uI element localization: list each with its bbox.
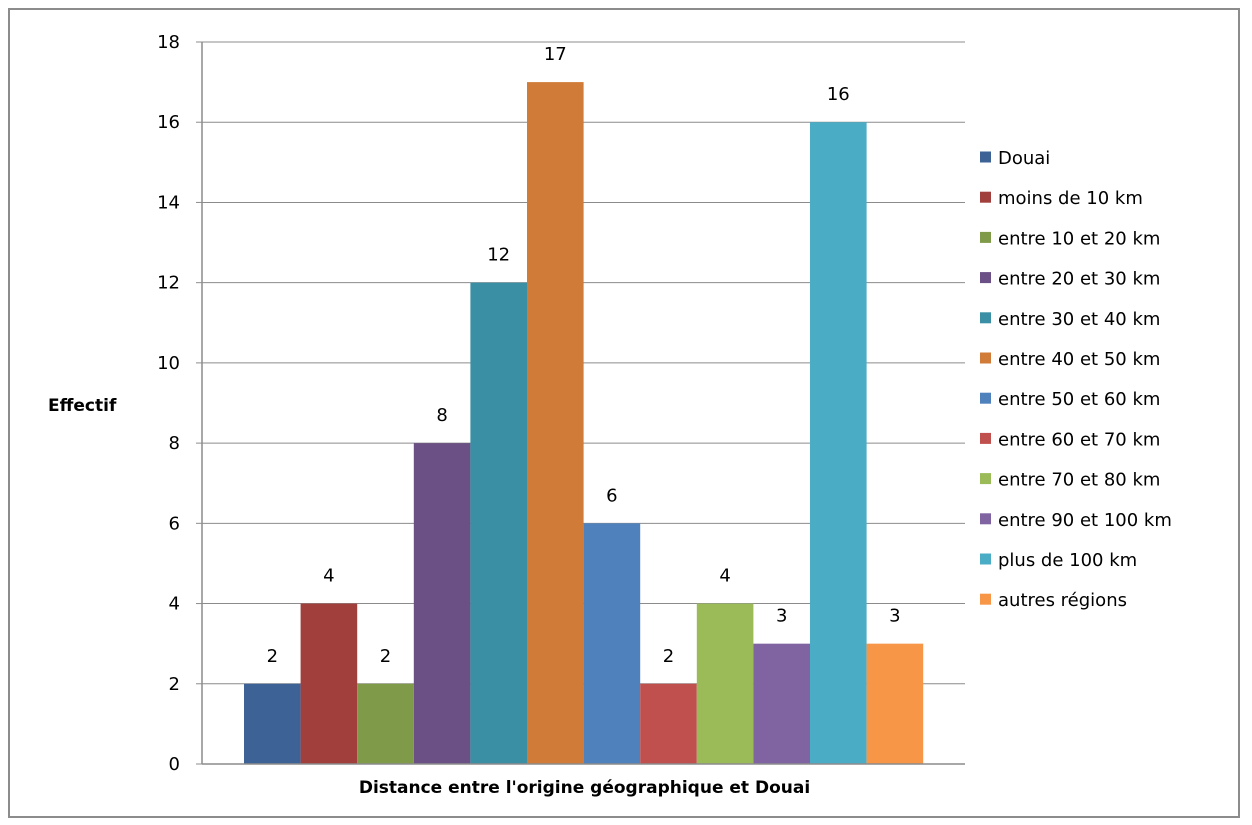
- bar: [583, 523, 641, 764]
- legend-label: plus de 100 km: [998, 550, 1137, 571]
- data-label: 3: [776, 606, 787, 627]
- legend-label: entre 70 et 80 km: [998, 470, 1160, 491]
- legend-label: entre 50 et 60 km: [998, 389, 1160, 410]
- bars: [244, 82, 924, 765]
- data-label: 12: [487, 245, 510, 266]
- legend-swatch: [980, 151, 991, 163]
- legend-label: moins de 10 km: [998, 188, 1143, 209]
- legend-swatch: [980, 473, 991, 485]
- legend-swatch: [980, 392, 991, 404]
- y-tick-label: 10: [157, 353, 180, 374]
- bar: [300, 603, 358, 764]
- data-label: 4: [323, 566, 334, 587]
- bar: [413, 443, 471, 764]
- data-label: 2: [663, 646, 674, 667]
- bar: [810, 122, 867, 764]
- bar: [696, 603, 754, 764]
- data-label: 16: [827, 84, 850, 105]
- y-tick-label: 14: [157, 192, 180, 213]
- legend-label: entre 10 et 20 km: [998, 228, 1160, 249]
- bar: [866, 643, 924, 764]
- data-label: 17: [544, 44, 567, 65]
- data-label: 2: [267, 646, 278, 667]
- bar: [244, 683, 301, 764]
- y-tick-label: 12: [157, 273, 180, 294]
- legend-label: Douai: [998, 148, 1050, 169]
- y-tick-label: 18: [157, 32, 180, 53]
- data-label: 4: [719, 566, 730, 587]
- data-label: 8: [436, 405, 447, 426]
- legend-swatch: [980, 272, 991, 284]
- legend-swatch: [980, 352, 991, 364]
- legend-swatch: [980, 191, 991, 203]
- bar: [640, 683, 697, 764]
- y-tick-label: 2: [169, 674, 180, 695]
- legend-swatch: [980, 432, 991, 444]
- legend-swatch: [980, 553, 991, 565]
- bar: [753, 643, 810, 764]
- data-label: 6: [606, 485, 617, 506]
- legend-swatch: [980, 513, 991, 525]
- bar: [527, 82, 584, 765]
- legend: Douai moins de 10 km entre 10 et 20 km entr…: [980, 148, 1172, 611]
- y-axis-ticks: 0 2 4 6 8 10 12 14 16 18: [157, 32, 180, 775]
- legend-label: entre 90 et 100 km: [998, 510, 1172, 531]
- legend-label: autres régions: [998, 590, 1127, 611]
- y-tick-label: 16: [157, 112, 180, 133]
- legend-label: entre 20 et 30 km: [998, 269, 1160, 290]
- y-tick-label: 4: [169, 594, 180, 615]
- data-label: 3: [889, 606, 900, 627]
- data-label: 2: [380, 646, 391, 667]
- y-tick-label: 8: [169, 433, 180, 454]
- bar: [470, 282, 527, 764]
- legend-swatch: [980, 312, 991, 324]
- data-labels: 2 4 2 8 12 17 6 2 4 3 16 3: [267, 44, 901, 667]
- y-axis-title: Effectif: [48, 396, 117, 416]
- legend-swatch: [980, 231, 991, 243]
- legend-swatch: [980, 593, 991, 605]
- y-tick-label: 0: [169, 754, 180, 775]
- legend-label: entre 60 et 70 km: [998, 429, 1160, 450]
- bar: [357, 683, 414, 764]
- legend-label: entre 30 et 40 km: [998, 309, 1160, 330]
- y-tick-label: 6: [169, 513, 180, 534]
- x-axis-title: Distance entre l'origine géographique et…: [359, 778, 810, 798]
- legend-label: entre 40 et 50 km: [998, 349, 1160, 370]
